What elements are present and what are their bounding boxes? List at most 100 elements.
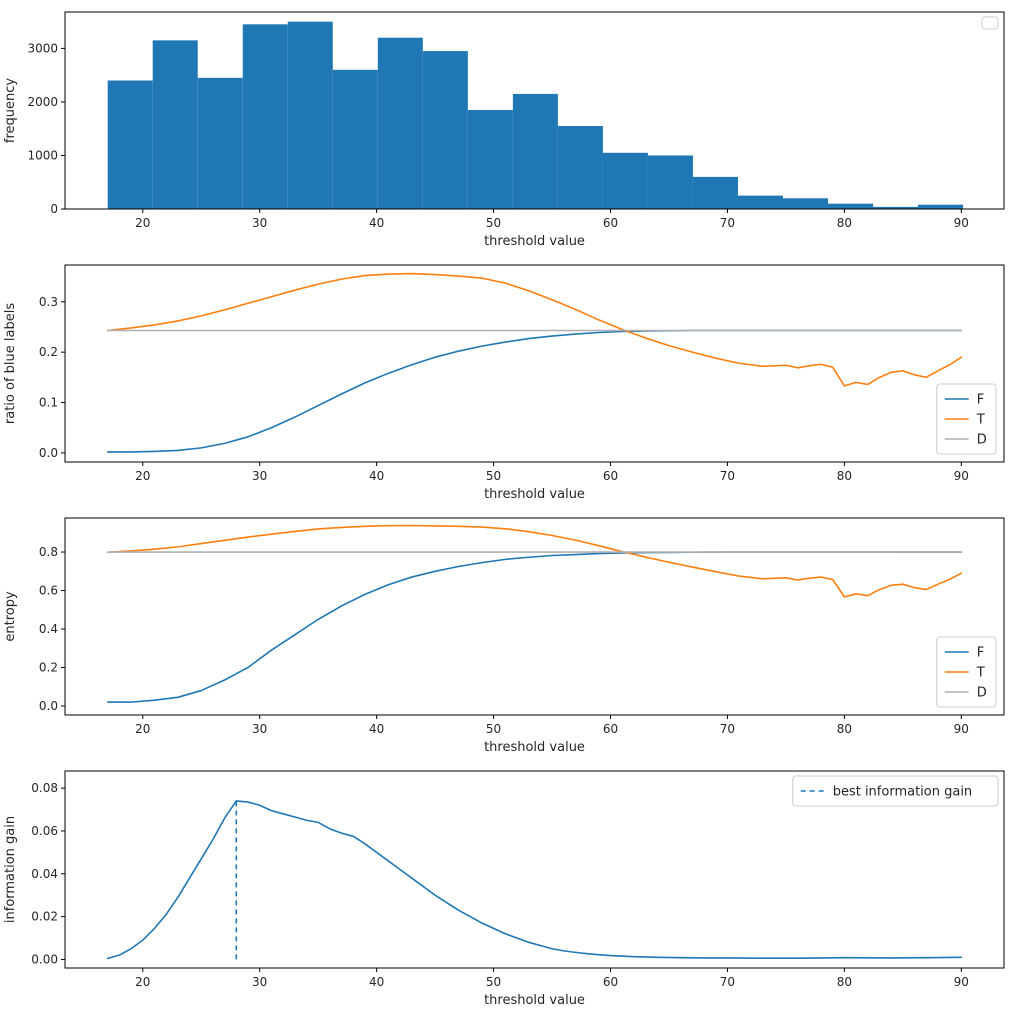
frequency-histogram-chart: 20 30 40 50 60 70 80 90 0 1000 2000 3000 threshold v… [3,11,1005,249]
ratio-of-blue-labels-chart: 20 30 40 50 60 70 80 90 0.0 0.1 0.2 0.3 threshold va… [3,264,1005,502]
histogram-bar [828,203,874,209]
x-tick-label: 40 [369,216,384,230]
legend [981,16,999,30]
histogram-bar [512,93,558,209]
y-tick-label: 3000 [27,41,58,55]
legend-box [981,16,999,30]
y-tick-label: 0.06 [31,824,58,838]
x-tick-label: 40 [369,722,384,736]
x-tick-label: 70 [720,975,735,989]
histogram-bar [647,155,693,209]
x-tick-label: 80 [837,216,852,230]
histogram-bar [557,126,603,209]
x-tick-label: 30 [252,469,267,483]
histogram-bar [152,40,198,210]
histogram-bar [107,80,153,210]
y-tick-label: 0.00 [31,952,58,966]
legend-label: T [976,666,985,681]
x-tick-label: 60 [603,469,618,483]
legend: FTD [936,636,997,708]
legend-label: F [977,393,984,408]
y-tick-label: 0.6 [39,584,58,598]
y-tick-label: 0.1 [39,396,58,410]
y-tick-label: 0.08 [31,781,58,795]
histogram-bar [242,24,288,210]
y-tick-label: 0.0 [39,446,58,460]
histogram-bar [197,77,243,209]
histogram-bar [873,206,919,209]
x-axis-label: threshold value [484,993,585,1008]
x-tick-label: 80 [837,722,852,736]
x-axis-label: threshold value [484,234,585,249]
histogram-bar [377,37,423,210]
legend: FTD [936,383,997,455]
information-gain-chart: 20 30 40 50 60 70 80 90 0.00 0.02 0.04 0.06 0.08 thre… [3,770,1005,1008]
legend: best information gain [792,775,999,807]
y-tick-label: 0.8 [39,545,58,559]
legend-label: F [977,646,984,661]
series-F [106,551,963,703]
y-tick-label: 0.2 [39,660,58,674]
y-tick-label: 1000 [27,148,58,162]
x-tick-label: 20 [135,722,150,736]
x-tick-label: 20 [135,216,150,230]
legend-label: best information gain [833,785,972,800]
x-tick-label: 50 [486,975,501,989]
y-tick-label: 0.02 [31,910,58,924]
x-tick-label: 50 [486,216,501,230]
histogram-bar [422,51,468,209]
y-tick-label: 2000 [27,95,58,109]
x-tick-label: 90 [954,722,969,736]
y-tick-label: 0.04 [31,867,58,881]
axes-frame [64,11,1005,210]
series-information-gain [106,800,963,960]
x-axis-label: threshold value [484,740,585,755]
y-tick-label: 0.0 [39,699,58,713]
x-tick-label: 90 [954,216,969,230]
y-tick-label: 0.3 [39,295,58,309]
y-axis-label: frequency [3,78,18,144]
y-axis-label: information gain [3,816,18,923]
histogram-bar [332,69,378,209]
histogram-bar [287,21,333,209]
histogram-bar [918,204,964,209]
histogram-bar [692,176,738,209]
legend-label: D [977,433,987,448]
y-axis-label: entropy [3,591,18,642]
x-tick-label: 80 [837,469,852,483]
series-T [106,272,963,387]
x-tick-label: 30 [252,722,267,736]
x-tick-label: 70 [720,722,735,736]
histogram-bar [782,198,829,209]
x-tick-label: 50 [486,469,501,483]
axes-frame [64,770,1005,969]
x-tick-label: 30 [252,216,267,230]
histogram-bar [737,195,783,209]
histogram-bar [602,152,648,209]
axes-frame [64,517,1005,716]
information-gain-subplot: 20 30 40 50 60 70 80 90 0.00 0.02 0.04 0.06 0.08 thre… [0,759,1012,1012]
x-tick-label: 60 [603,975,618,989]
entropy-chart: 20 30 40 50 60 70 80 90 0.0 0.2 0.4 0.6 0.8 threshold… [3,517,1005,755]
x-tick-label: 70 [720,216,735,230]
series-F [106,329,963,453]
frequency-histogram-subplot: 20 30 40 50 60 70 80 90 0 1000 2000 3000 threshold v… [0,0,1012,253]
series-T [106,524,963,598]
x-tick-label: 50 [486,722,501,736]
axes-frame [64,264,1005,463]
x-axis-label: threshold value [484,487,585,502]
x-tick-label: 90 [954,469,969,483]
x-tick-label: 90 [954,975,969,989]
ratio-of-blue-labels-subplot: 20 30 40 50 60 70 80 90 0.0 0.1 0.2 0.3 threshold va… [0,253,1012,506]
x-tick-label: 30 [252,975,267,989]
y-axis-label: ratio of blue labels [3,303,18,424]
legend-box [792,775,999,807]
x-tick-label: 80 [837,975,852,989]
x-tick-label: 40 [369,469,384,483]
x-tick-label: 70 [720,469,735,483]
x-tick-label: 20 [135,975,150,989]
entropy-subplot: 20 30 40 50 60 70 80 90 0.0 0.2 0.4 0.6 0.8 threshold… [0,506,1012,759]
y-tick-label: 0.2 [39,345,58,359]
x-tick-label: 60 [603,722,618,736]
x-tick-label: 40 [369,975,384,989]
